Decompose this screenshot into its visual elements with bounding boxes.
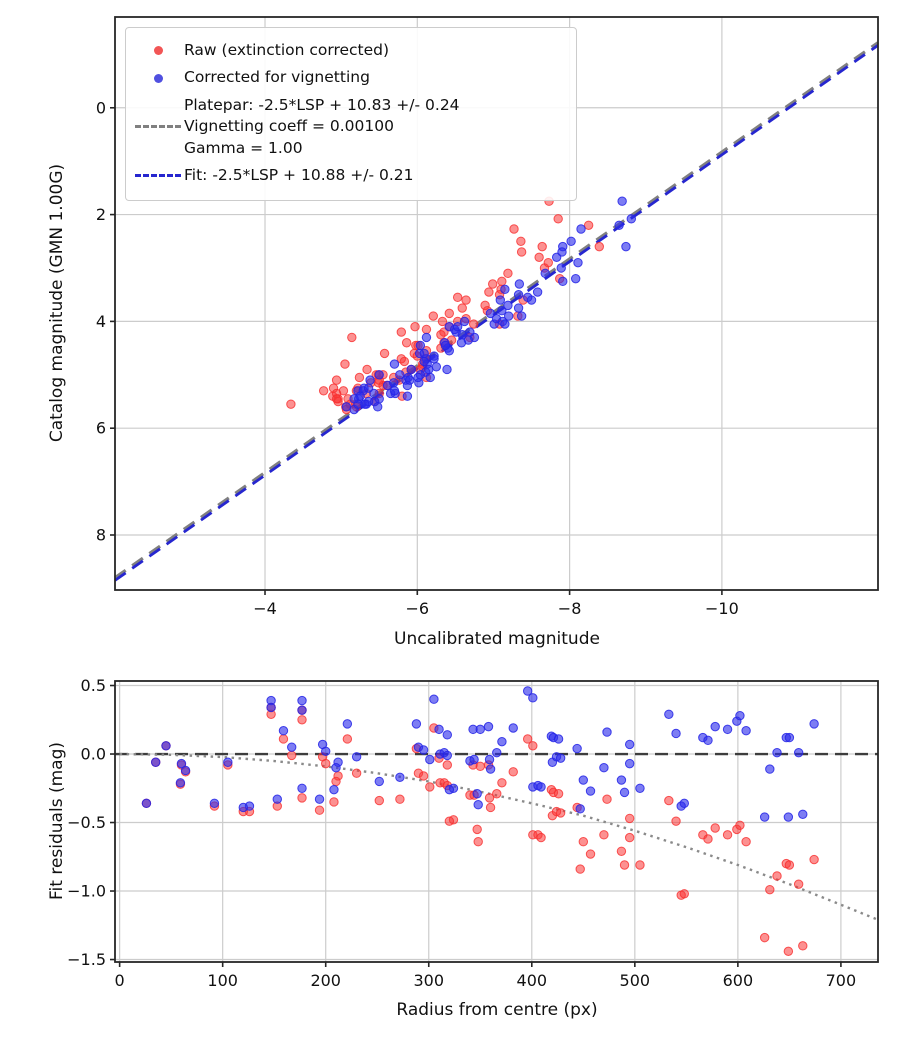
bottom-raw-points bbox=[141, 702, 819, 957]
svg-text:400: 400 bbox=[517, 971, 548, 990]
top-y-axis-label: Catalog magnitude (GMN 1.00G) bbox=[47, 163, 67, 443]
svg-text:0.0: 0.0 bbox=[81, 745, 106, 764]
platepar-dash-icon bbox=[132, 125, 184, 129]
svg-text:−6: −6 bbox=[406, 599, 430, 618]
top-corrected-points bbox=[341, 196, 636, 415]
legend-row-platepar: Platepar: -2.5*LSP + 10.83 +/- 0.24 Vign… bbox=[132, 95, 566, 159]
top-x-axis-label: Uncalibrated magnitude bbox=[394, 629, 600, 649]
svg-text:0.5: 0.5 bbox=[81, 676, 106, 695]
top-fit-lines bbox=[114, 41, 879, 582]
bottom-corrected-points bbox=[141, 686, 819, 822]
svg-text:2: 2 bbox=[96, 205, 106, 224]
svg-text:200: 200 bbox=[310, 971, 341, 990]
svg-text:600: 600 bbox=[723, 971, 754, 990]
svg-text:−1.5: −1.5 bbox=[67, 950, 106, 969]
top-raw-points bbox=[286, 196, 604, 415]
legend-vignetting-label: Corrected for vignetting bbox=[184, 68, 370, 87]
svg-text:8: 8 bbox=[96, 525, 106, 544]
svg-text:700: 700 bbox=[826, 971, 857, 990]
top-spines-ticks: −4 −6 −8 −10 0 2 4 6 8 bbox=[96, 16, 879, 618]
vignetting-marker-icon bbox=[132, 73, 184, 83]
fit-dash-icon bbox=[132, 174, 184, 178]
svg-text:4: 4 bbox=[96, 312, 106, 331]
svg-text:300: 300 bbox=[413, 971, 444, 990]
svg-text:6: 6 bbox=[96, 419, 106, 438]
raw-marker-icon bbox=[132, 46, 184, 56]
svg-text:500: 500 bbox=[620, 971, 651, 990]
svg-text:−10: −10 bbox=[705, 599, 739, 618]
svg-text:−1.0: −1.0 bbox=[67, 882, 106, 901]
legend-row-vignetting: Corrected for vignetting bbox=[132, 67, 566, 88]
svg-text:−8: −8 bbox=[558, 599, 582, 618]
svg-text:0: 0 bbox=[96, 98, 106, 117]
legend-row-fit: Fit: -2.5*LSP + 10.88 +/- 0.21 bbox=[132, 165, 566, 186]
bottom-y-axis-label: Fit residuals (mag) bbox=[47, 742, 67, 900]
legend-platepar-label: Platepar: -2.5*LSP + 10.83 +/- 0.24 Vign… bbox=[184, 95, 460, 157]
legend-raw-label: Raw (extinction corrected) bbox=[184, 41, 390, 59]
legend: Raw (extinction corrected) Corrected for… bbox=[125, 27, 577, 202]
svg-text:−0.5: −0.5 bbox=[67, 813, 106, 832]
bottom-reference-lines bbox=[115, 752, 879, 921]
svg-text:100: 100 bbox=[207, 971, 238, 990]
bottom-spines-ticks: 0 100 200 300 400 500 600 700 0.5 0.0 −0.5 −1.0 −1.5 bbox=[67, 676, 879, 990]
svg-text:−4: −4 bbox=[253, 599, 277, 618]
vignetting-model-curve bbox=[119, 752, 879, 921]
bottom-x-axis-label: Radius from centre (px) bbox=[396, 1000, 598, 1020]
legend-row-raw: Raw (extinction corrected) bbox=[132, 40, 566, 61]
svg-text:0: 0 bbox=[115, 971, 125, 990]
legend-fit-label: Fit: -2.5*LSP + 10.88 +/- 0.21 bbox=[184, 165, 414, 184]
